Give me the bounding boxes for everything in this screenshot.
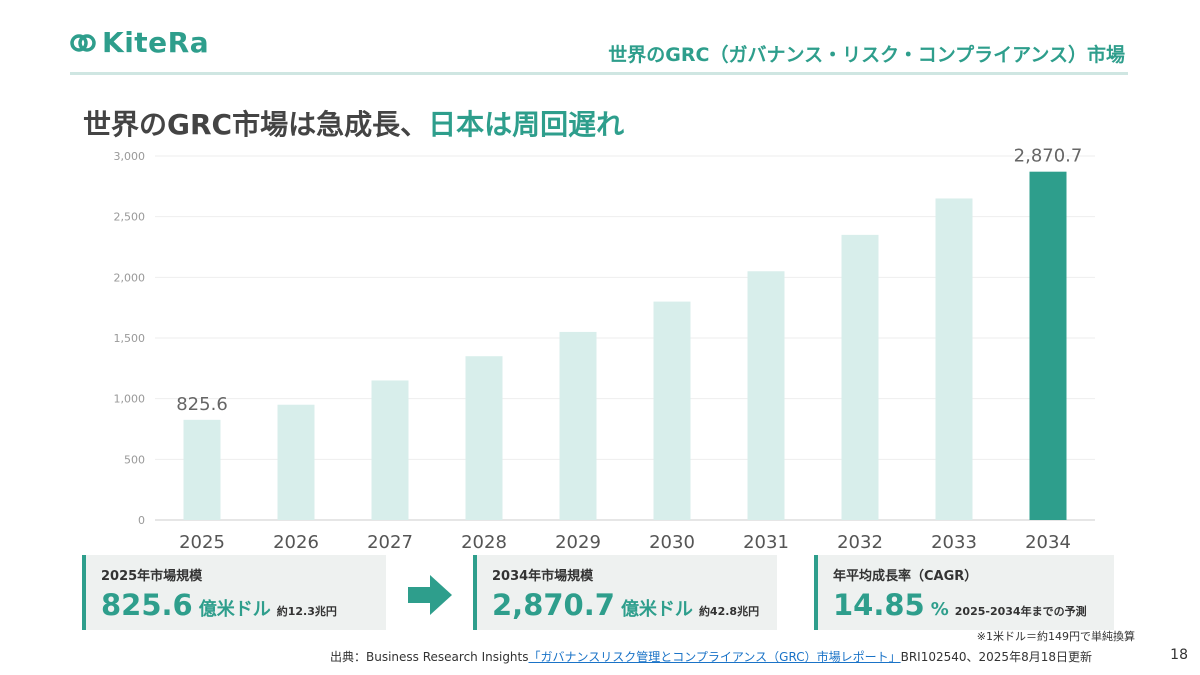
x-tick-label: 2029 [555, 532, 601, 553]
source-link[interactable]: 「ガバナンスリスク管理とコンプライアンス（GRC）市場レポート」 [528, 650, 901, 664]
bar-2034 [1029, 171, 1067, 520]
bar-2025 [183, 419, 221, 520]
card-cagr: 年平均成長率（CAGR） 14.85% 2025-2034年までの予測 [814, 555, 1114, 630]
card-unit: % [930, 599, 949, 620]
bar-2030 [653, 301, 691, 520]
x-tick-label: 2028 [461, 532, 507, 553]
market-size-bar-chart: 0 500 1,000 1,500 2,000 2,500 3,000 2025 825.6 20… [114, 146, 1095, 553]
card-note: 2025-2034年までの予測 [954, 605, 1087, 618]
y-tick-label: 0 [138, 514, 145, 527]
logo-text: KiteRa [102, 26, 210, 59]
x-tick-label: 2025 [179, 532, 225, 553]
card-unit: 億米ドル [620, 599, 693, 620]
x-tick-label: 2030 [649, 532, 695, 553]
card-title: 2025年市場規模 [101, 569, 203, 584]
headline-accent: 日本は周回遅れ [428, 108, 625, 141]
card-note: 約42.8兆円 [698, 605, 760, 618]
card-2025-market: 2025年市場規模 825.6 億米ドル 約12.3兆円 [82, 555, 386, 630]
y-tick-label: 500 [124, 453, 145, 466]
card-value: 825.6 [101, 588, 193, 622]
x-tick-label: 2027 [367, 532, 413, 553]
card-title: 2034年市場規模 [492, 569, 594, 584]
card-note: 約12.3兆円 [276, 605, 337, 618]
card-unit: 億米ドル [198, 599, 271, 620]
data-label: 825.6 [176, 394, 228, 415]
card-value: 14.85 [833, 588, 925, 622]
x-tick-label: 2031 [743, 532, 789, 553]
x-tick-label: 2034 [1025, 532, 1071, 553]
headline: 世界のGRC市場は急成長、日本は周回遅れ [83, 103, 624, 143]
card-value: 2,870.7 [492, 588, 615, 622]
y-tick-label: 2,500 [114, 211, 146, 224]
data-label: 2,870.7 [1014, 146, 1083, 167]
y-tick-label: 2,000 [114, 271, 146, 284]
bar-2029 [559, 331, 597, 520]
kitera-logo: KiteRa [70, 26, 209, 59]
page-number: 18 [1170, 647, 1188, 663]
x-tick-label: 2026 [273, 532, 319, 553]
x-tick-label: 2033 [931, 532, 977, 553]
source-citation: 出典：Business Research Insights「ガバナンスリスク管理… [330, 648, 1092, 665]
arrow-right-icon [408, 575, 452, 615]
card-2034-market: 2034年市場規模 2,870.7 億米ドル 約42.8兆円 [473, 555, 777, 630]
headline-main: 世界のGRC市場は急成長、 [83, 108, 429, 141]
footnote: ※1米ドル＝約149円で単純換算 [976, 630, 1135, 643]
header-divider [70, 72, 1128, 75]
header-title: 世界のGRC（ガバナンス・リスク・コンプライアンス）市場 [608, 44, 1125, 66]
bar-2031 [747, 271, 785, 520]
y-tick-label: 3,000 [114, 150, 146, 163]
kitera-logo-icon [70, 33, 96, 52]
bar-2026 [277, 404, 315, 520]
bar-2028 [465, 356, 503, 520]
bar-2032 [841, 234, 879, 520]
x-tick-label: 2032 [837, 532, 883, 553]
card-title: 年平均成長率（CAGR） [833, 569, 978, 584]
bar-2033 [935, 198, 973, 520]
source-prefix: 出典：Business Research Insights [330, 650, 529, 664]
bar-2027 [371, 380, 409, 520]
source-suffix: BRI102540、2025年8月18日更新 [900, 650, 1092, 664]
y-tick-label: 1,000 [114, 393, 146, 406]
y-tick-label: 1,500 [114, 332, 146, 345]
